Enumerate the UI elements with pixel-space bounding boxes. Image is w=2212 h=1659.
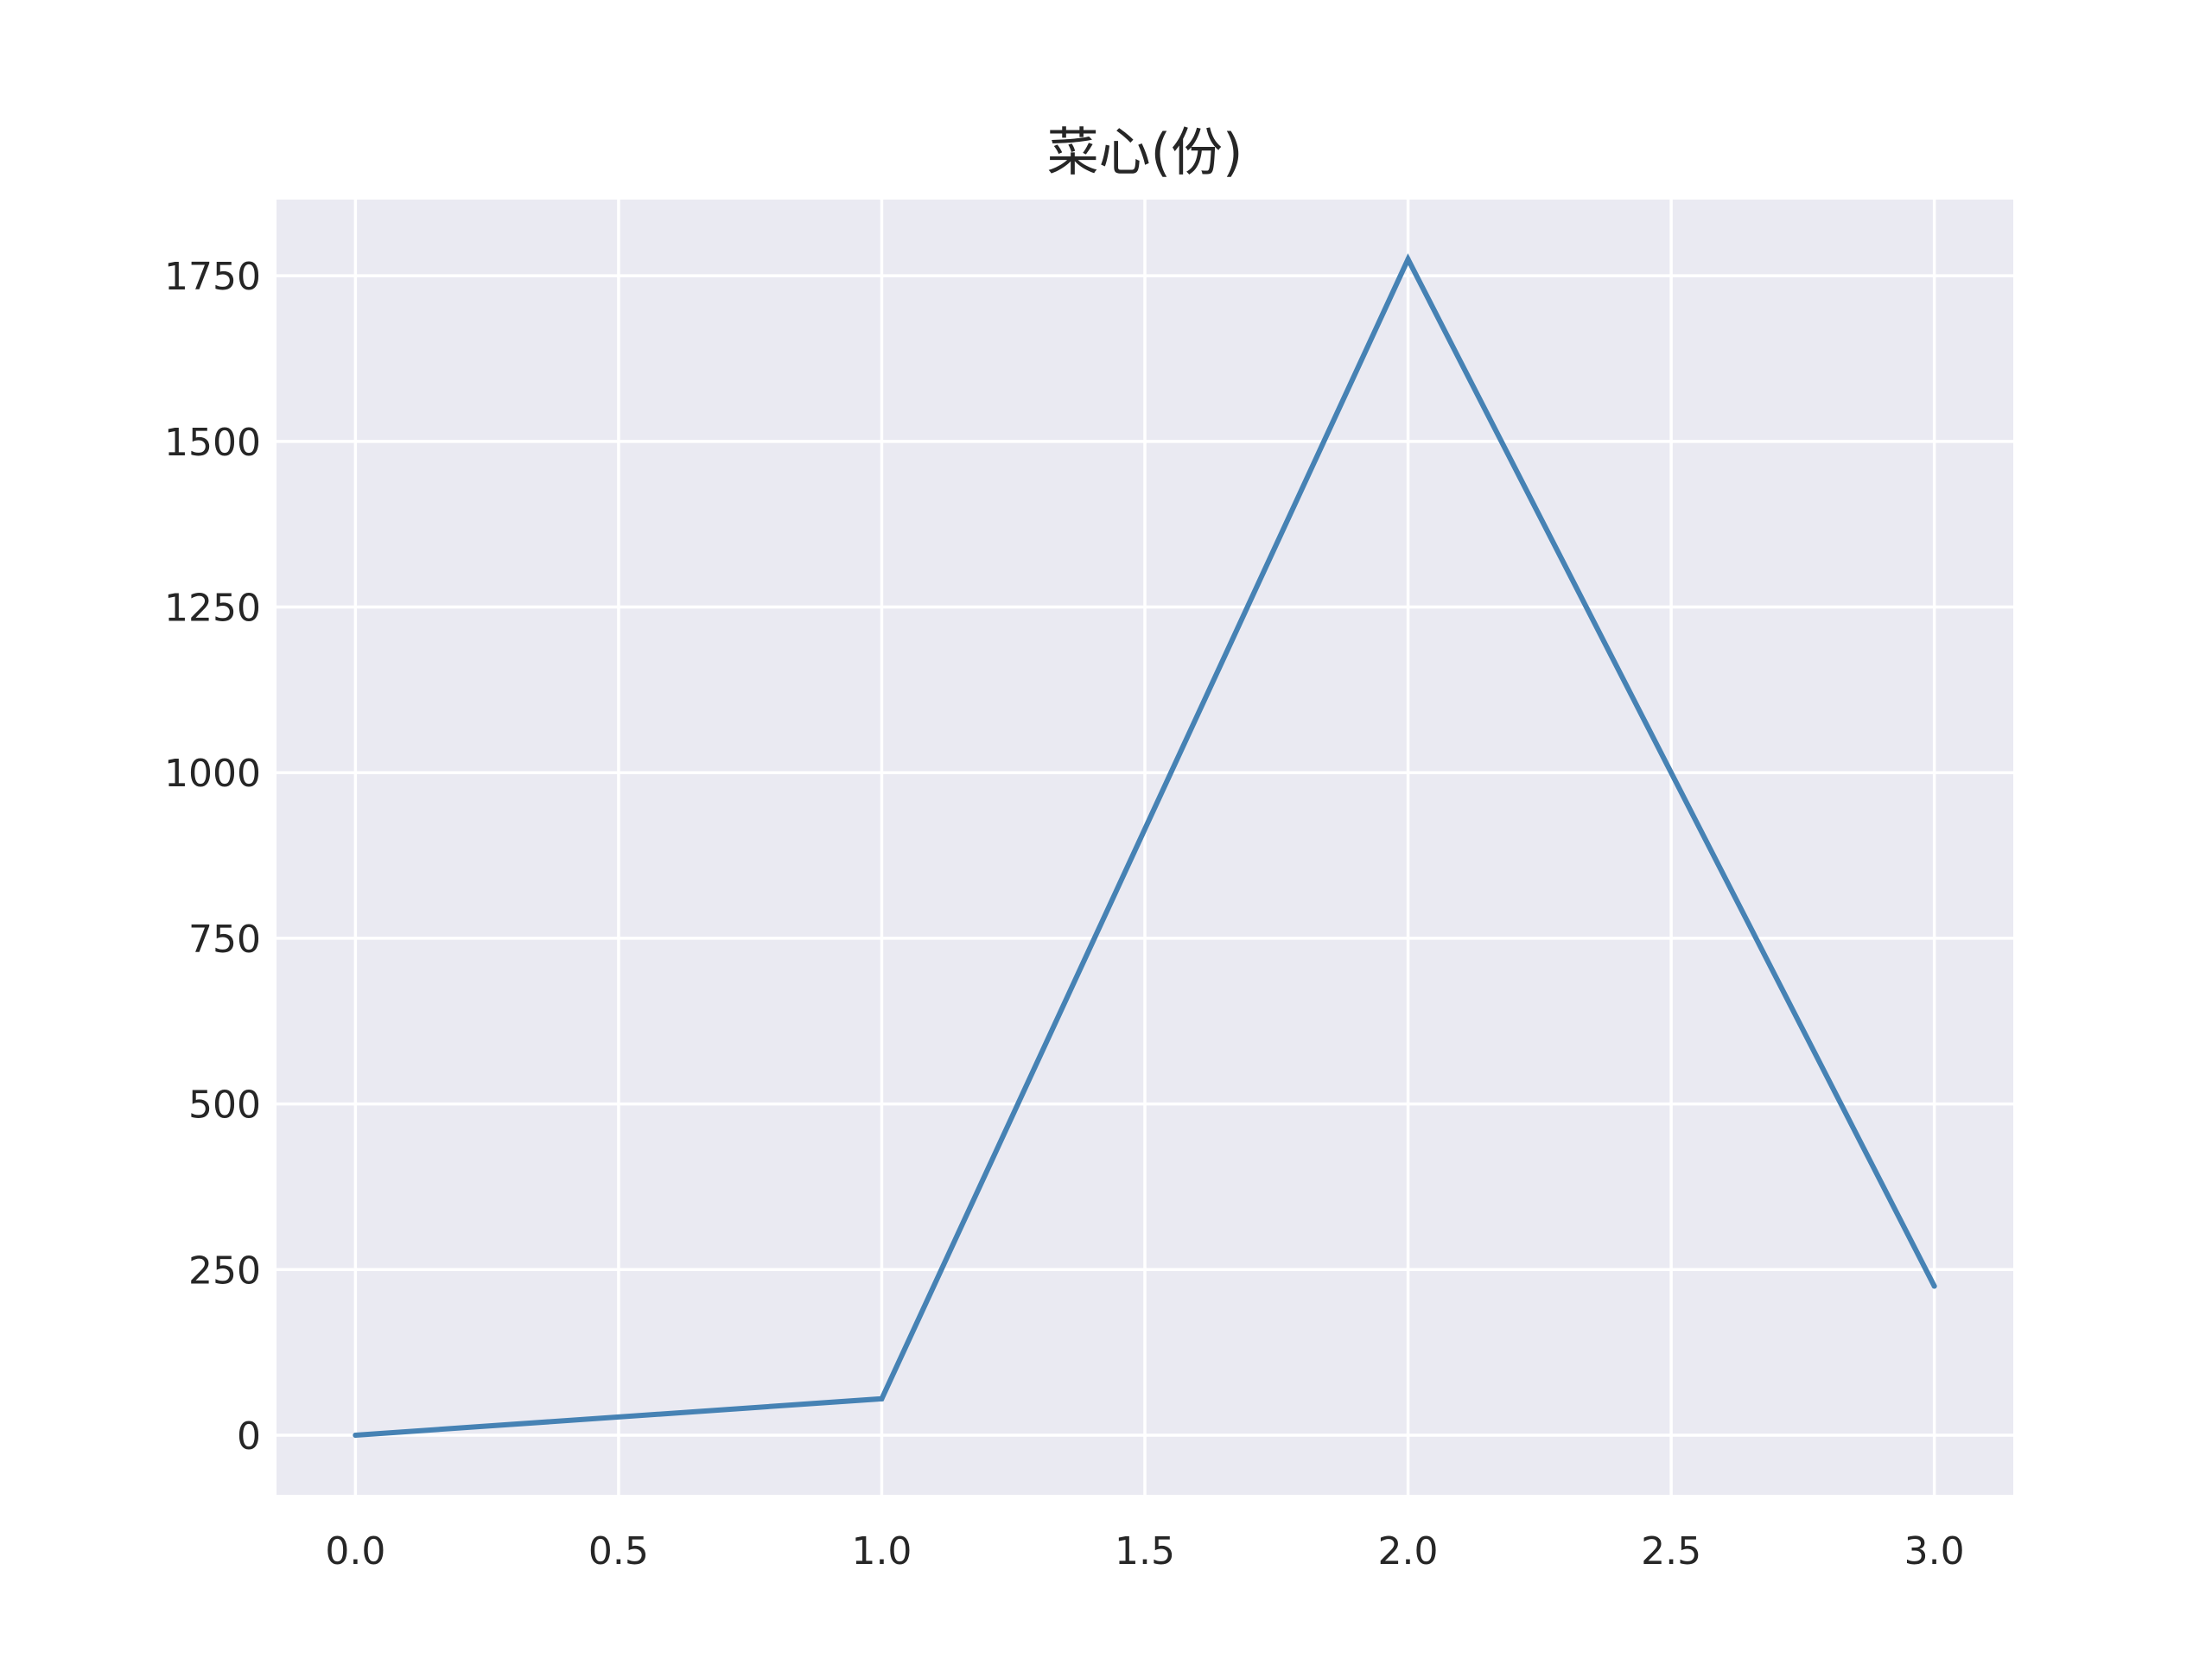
y-gridlines xyxy=(276,274,2013,1437)
y-tick-label: 1750 xyxy=(164,255,261,299)
y-tick-label: 1000 xyxy=(164,752,261,796)
x-tick-label: 2.0 xyxy=(1378,1529,1439,1573)
y-tick-label: 1500 xyxy=(164,421,261,465)
x-tick-label: 2.5 xyxy=(1641,1529,1701,1573)
x-tick-label: 1.5 xyxy=(1115,1529,1175,1573)
series-group xyxy=(353,253,1937,1438)
y-tick-label: 1250 xyxy=(164,587,261,631)
y-tick-label: 250 xyxy=(188,1249,261,1293)
data-point xyxy=(1931,1283,1937,1289)
x-tick-labels: 0.0 0.5 1.0 1.5 2.0 2.5 3.0 xyxy=(325,1529,1964,1573)
x-tick-label: 3.0 xyxy=(1904,1529,1965,1573)
data-point xyxy=(353,1432,359,1438)
y-tick-label: 500 xyxy=(188,1084,261,1128)
y-tick-label: 0 xyxy=(237,1414,261,1459)
data-point xyxy=(1405,257,1411,263)
x-tick-label: 0.5 xyxy=(588,1529,649,1573)
x-tick-label: 1.0 xyxy=(851,1529,912,1573)
x-gridlines xyxy=(353,200,1936,1495)
data-point xyxy=(879,1395,885,1402)
y-tick-label: 750 xyxy=(188,918,261,962)
y-tick-labels: 0 250 500 750 1000 1250 1500 1750 xyxy=(164,255,261,1459)
series-line xyxy=(353,253,1937,1438)
x-tick-label: 0.0 xyxy=(325,1529,385,1573)
chart-title: 菜心(份) xyxy=(1047,123,1243,183)
